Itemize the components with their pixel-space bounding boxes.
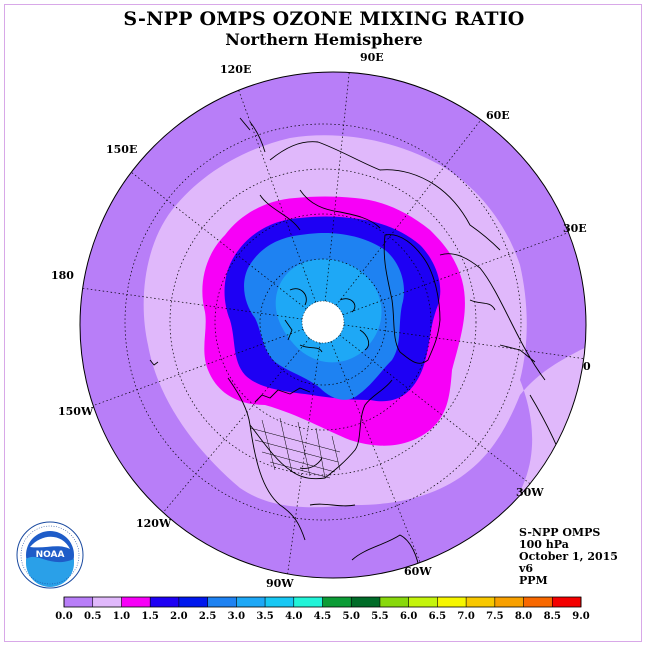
colorbar-label: 4.5	[314, 611, 331, 622]
meridian-line	[110, 155, 307, 310]
colorbar-label: 0.0	[55, 611, 72, 622]
noaa-logo: NOAA	[16, 521, 84, 589]
lon-label-0: 0	[583, 360, 591, 373]
meridian-line	[343, 324, 586, 360]
colorbar-swatch	[494, 597, 524, 607]
colorbar-swatch	[64, 597, 94, 607]
map-boundary	[79, 71, 587, 579]
lon-label-60w: 60W	[404, 565, 432, 578]
meridian-line	[330, 341, 425, 573]
coastlines	[149, 117, 571, 576]
latitude-circle	[214, 213, 432, 431]
colorbar-swatch	[466, 597, 496, 607]
us-grid	[249, 417, 341, 479]
meridian-line	[335, 109, 490, 306]
meridian-line	[342, 229, 577, 316]
colorbar-swatch	[408, 597, 438, 607]
colorbar-swatch	[379, 597, 409, 607]
colorbar-label: 5.0	[343, 611, 360, 622]
central-america-coast	[249, 424, 356, 541]
info-instrument: S-NPP OMPS	[519, 526, 601, 539]
colorbar-label: 1.0	[113, 611, 130, 622]
japan-coast	[239, 117, 266, 153]
colorbar-swatch	[265, 597, 295, 607]
asia-coast	[259, 141, 501, 251]
noaa-logo-text: NOAA	[36, 550, 65, 560]
colorbar-label: 6.5	[429, 611, 446, 622]
meridian-line	[80, 328, 304, 415]
colorbar-label: 2.0	[170, 611, 187, 622]
hawaii	[149, 359, 159, 366]
lon-label-180: 180	[51, 269, 74, 282]
map-title: S-NPP OMPS OZONE MIXING RATIO	[123, 8, 525, 30]
greenland-coast	[383, 234, 441, 364]
graticule	[80, 72, 586, 578]
colorbar-swatch	[351, 597, 381, 607]
lon-label-120e: 120E	[220, 63, 251, 76]
colorbar-swatch	[121, 597, 151, 607]
lon-label-150w: 150W	[58, 405, 94, 418]
arctic-islands	[284, 288, 370, 353]
lon-label-150e: 150E	[106, 143, 137, 156]
colorbar-label: 2.5	[199, 611, 216, 622]
latitude-circle	[259, 258, 387, 386]
colorbar-swatch	[236, 597, 266, 607]
pole-no-data	[302, 301, 344, 343]
latitude-circle	[169, 168, 477, 476]
info-level: 100 hPa	[519, 538, 569, 551]
colorbar-label: 3.5	[256, 611, 273, 622]
info-units: PPM	[519, 574, 548, 587]
meridian-line	[285, 342, 321, 578]
colorbar-label: 8.0	[515, 611, 532, 622]
colorbar-swatch	[92, 597, 122, 607]
colorbar: 0.0 0.5 1.0 1.5 2.0 2.5 3.0 3.5 4.0 4.5 5.0 5.5 6.0 6…	[55, 596, 590, 622]
colorbar-swatch	[552, 597, 582, 607]
colorbar-label: 3.0	[228, 611, 245, 622]
meridian-line	[324, 72, 352, 302]
colorbar-swatch	[207, 597, 237, 607]
lon-label-30e: 30E	[563, 222, 587, 235]
lon-label-120w: 120W	[136, 517, 172, 530]
colorbar-label: 9.0	[572, 611, 589, 622]
lon-label-60e: 60E	[486, 109, 510, 122]
colorbar-label: 7.5	[486, 611, 503, 622]
info-version: v6	[519, 562, 534, 575]
colorbar-label: 6.0	[400, 611, 417, 622]
colorbar-swatch	[150, 597, 180, 607]
meridian-line	[80, 284, 303, 320]
colorbar-label: 4.0	[285, 611, 302, 622]
colorbar-label: 7.0	[457, 611, 474, 622]
colorbar-label: 1.5	[141, 611, 158, 622]
meridian-line	[339, 334, 536, 489]
colorbar-swatch	[293, 597, 323, 607]
image-frame	[4, 4, 642, 642]
europe-coast	[439, 253, 546, 381]
south-america-coast	[351, 534, 421, 576]
latitude-circle	[124, 123, 522, 521]
map-subtitle: Northern Hemisphere	[225, 30, 423, 49]
meridian-line	[230, 72, 317, 303]
colorbar-swatch	[322, 597, 352, 607]
colorbar-swatch	[178, 597, 208, 607]
info-date: October 1, 2015	[519, 550, 618, 563]
colorbar-label: 0.5	[84, 611, 101, 622]
lon-label-90e: 90E	[360, 51, 384, 64]
colorbar-swatch	[523, 597, 553, 607]
colorbar-swatch	[437, 597, 467, 607]
lon-label-90w: 90W	[266, 577, 294, 590]
lon-label-30w: 30W	[516, 486, 544, 499]
meridian-line	[149, 337, 310, 530]
colorbar-label: 8.5	[544, 611, 561, 622]
colorbar-label: 5.5	[371, 611, 388, 622]
